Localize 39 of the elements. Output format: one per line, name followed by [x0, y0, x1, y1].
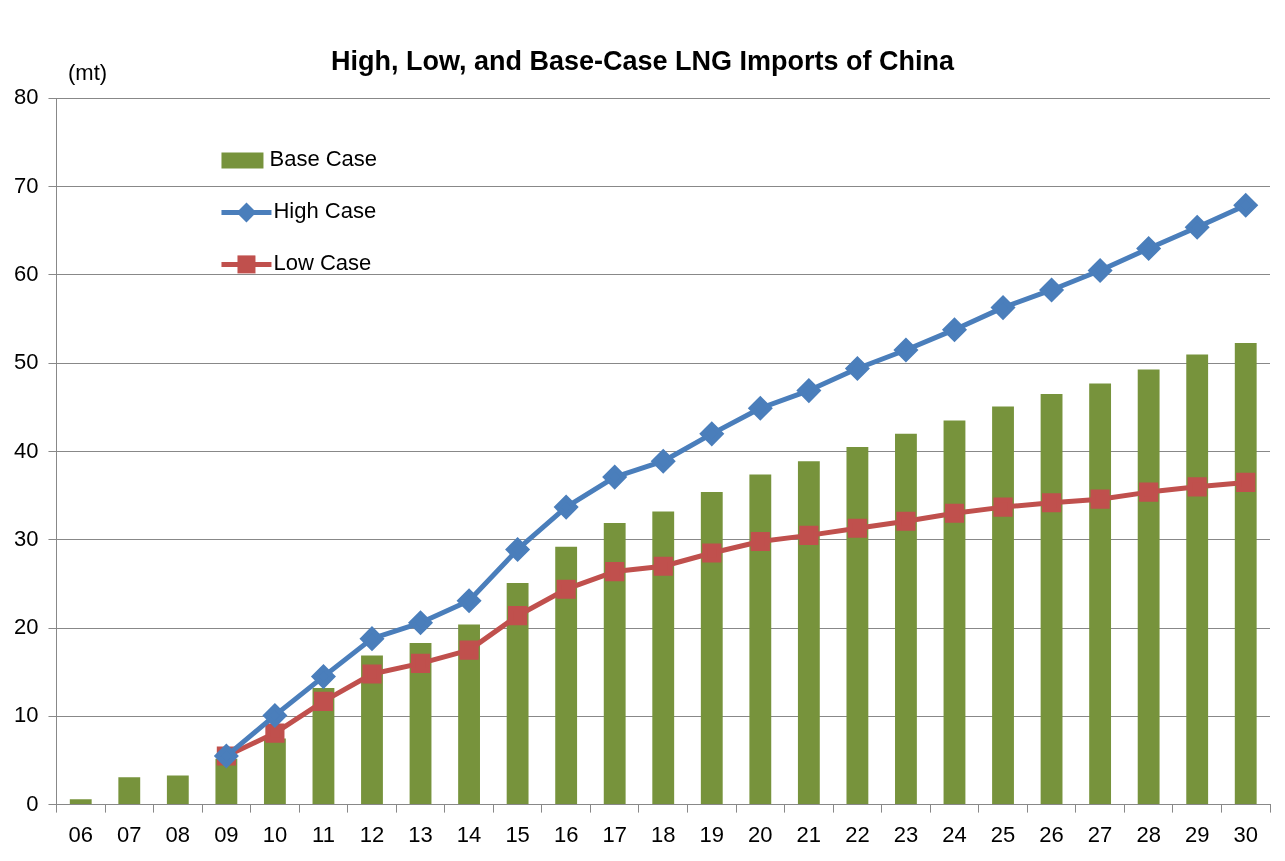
y-tick-label: 30 — [13, 525, 39, 551]
legend-label: High Case — [273, 198, 377, 224]
x-tick-label: 19 — [699, 821, 725, 847]
chart-title: High, Low, and Base-Case LNG Imports of China — [330, 45, 956, 76]
x-tick-label: 27 — [1087, 821, 1113, 847]
x-tick-label: 23 — [893, 821, 919, 847]
x-tick-label: 14 — [456, 821, 482, 847]
x-tick-label: 20 — [748, 821, 773, 847]
x-tick-label: 22 — [845, 821, 870, 847]
x-tick-label: 16 — [553, 821, 579, 847]
x-tick-label: 24 — [942, 821, 967, 847]
y-tick-label: 20 — [13, 614, 39, 640]
x-tick-label: 07 — [117, 821, 142, 847]
x-tick-label: 09 — [214, 821, 239, 847]
x-tick-label: 08 — [165, 821, 191, 847]
y-tick-label: 50 — [13, 349, 39, 375]
y-tick-label: 0 — [26, 790, 39, 816]
y-tick-label: 70 — [13, 172, 39, 198]
x-tick-label: 12 — [359, 821, 385, 847]
x-tick-label: 13 — [408, 821, 433, 847]
y-tick-label: 80 — [13, 84, 39, 110]
x-tick-label: 11 — [312, 821, 335, 847]
y-axis-title: (mt) — [68, 60, 108, 86]
x-tick-label: 25 — [990, 821, 1016, 847]
legend-label: Low Case — [273, 250, 372, 276]
x-tick-label: 18 — [650, 821, 676, 847]
y-tick-label: 60 — [13, 261, 39, 287]
x-tick-label: 17 — [602, 821, 627, 847]
x-tick-label: 15 — [505, 821, 530, 847]
x-tick-label: 26 — [1039, 821, 1064, 847]
x-tick-label: 21 — [796, 821, 822, 847]
legend-label: Base Case — [269, 146, 378, 172]
x-tick-label: 29 — [1184, 821, 1210, 847]
x-tick-label: 10 — [262, 821, 288, 847]
x-tick-label: 30 — [1233, 821, 1258, 847]
y-tick-label: 10 — [13, 702, 39, 728]
x-tick-label: 06 — [68, 821, 93, 847]
x-tick-label: 28 — [1136, 821, 1161, 847]
y-tick-label: 40 — [13, 437, 39, 463]
